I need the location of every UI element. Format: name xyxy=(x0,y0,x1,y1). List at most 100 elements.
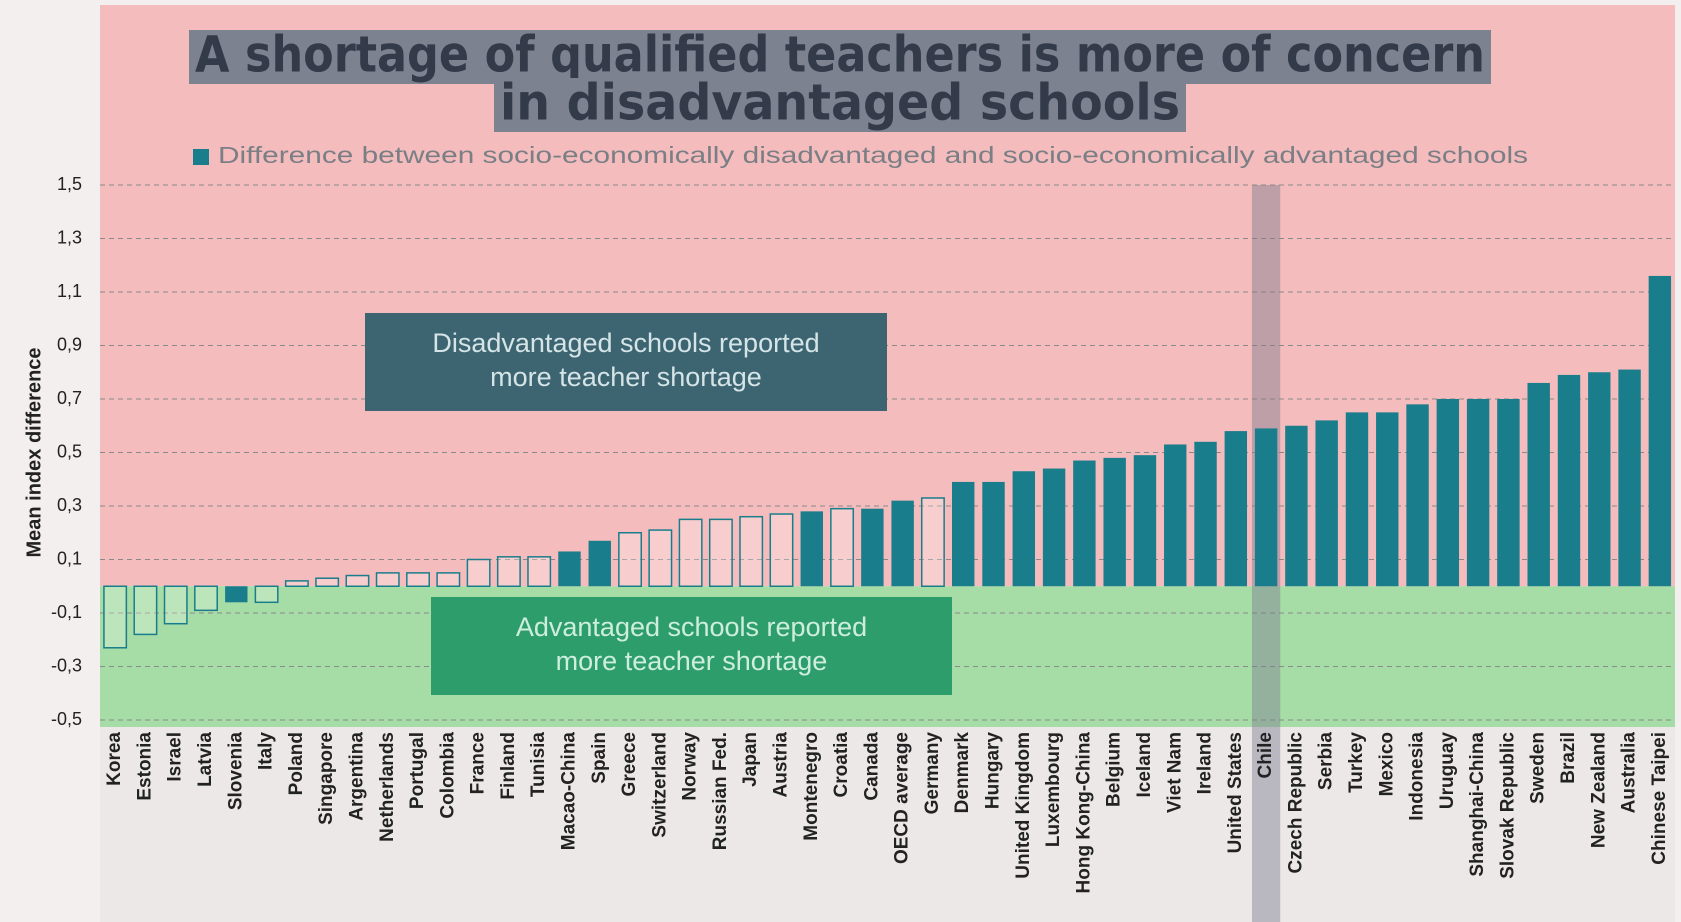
x-tick-label: Shanghai-China xyxy=(1467,732,1488,877)
bar xyxy=(316,578,338,586)
x-tick-label: Chinese Taipei xyxy=(1649,732,1670,865)
bar xyxy=(801,511,823,586)
bar xyxy=(346,576,368,587)
bar xyxy=(407,573,429,586)
bar xyxy=(437,573,459,586)
bar xyxy=(861,509,883,587)
bar xyxy=(770,514,792,586)
chart-title: in disadvantaged schools xyxy=(500,74,1180,132)
x-tick-label: Poland xyxy=(286,732,307,795)
x-tick-label: Hungary xyxy=(983,732,1004,810)
bar xyxy=(498,557,520,586)
bar xyxy=(1103,458,1125,586)
bar xyxy=(1013,471,1035,586)
legend-swatch xyxy=(193,149,209,165)
x-tick-label: France xyxy=(468,732,489,794)
bar xyxy=(982,482,1004,586)
x-tick-label: Belgium xyxy=(1104,732,1125,807)
y-tick-label: -0,1 xyxy=(51,602,82,622)
chart: A shortage of qualified teachers is more… xyxy=(0,0,1681,922)
bar xyxy=(377,573,399,586)
x-tick-label: Switzerland xyxy=(649,732,670,838)
bar xyxy=(589,541,611,586)
x-tick-label: OECD average xyxy=(892,732,913,864)
x-tick-label: Estonia xyxy=(134,732,155,801)
y-tick-label: 1,1 xyxy=(57,281,82,301)
x-tick-label: Denmark xyxy=(952,732,973,814)
bar xyxy=(1285,426,1307,587)
x-tick-label: Montenegro xyxy=(801,732,822,841)
x-tick-label: Ireland xyxy=(1195,732,1216,794)
bar xyxy=(1527,383,1549,586)
y-tick-label: 0,5 xyxy=(57,441,82,461)
x-tick-label: Brazil xyxy=(1558,732,1579,784)
x-tick-label: Viet Nam xyxy=(1164,732,1185,813)
x-tick-label: Serbia xyxy=(1316,732,1337,791)
x-tick-label: Canada xyxy=(861,732,882,801)
x-tick-label: Croatia xyxy=(831,732,852,798)
x-tick-label: Hong Kong-China xyxy=(1073,732,1094,894)
bar xyxy=(528,557,550,586)
bar xyxy=(1225,431,1247,586)
bar xyxy=(1467,399,1489,586)
y-tick-label: 0,7 xyxy=(57,388,82,408)
bar xyxy=(1073,461,1095,587)
bar xyxy=(558,551,580,586)
bar xyxy=(679,519,701,586)
bar xyxy=(467,560,489,587)
annotation-text: more teacher shortage xyxy=(556,646,828,676)
x-tick-label: Turkey xyxy=(1346,732,1367,793)
x-tick-label: Slovak Republic xyxy=(1497,732,1518,879)
x-tick-label: Argentina xyxy=(346,732,367,821)
bar xyxy=(1406,404,1428,586)
x-tick-label: New Zealand xyxy=(1588,732,1609,848)
bar xyxy=(1618,370,1640,587)
x-tick-label: Japan xyxy=(740,732,761,787)
x-tick-label: Netherlands xyxy=(377,732,398,842)
bar xyxy=(619,533,641,587)
x-tick-label: Norway xyxy=(680,732,701,801)
bar xyxy=(649,530,671,586)
legend-label: Difference between socio-economically di… xyxy=(218,142,1528,168)
bar xyxy=(255,586,277,602)
x-tick-label: Australia xyxy=(1619,732,1640,814)
x-tick-label: Portugal xyxy=(407,732,428,809)
x-tick-label: United Kingdom xyxy=(1013,732,1034,879)
bar xyxy=(1134,455,1156,586)
x-tick-label: Korea xyxy=(104,732,125,786)
x-tick-label: Indonesia xyxy=(1407,732,1428,821)
x-tick-label: Mexico xyxy=(1376,732,1397,796)
y-tick-label: -0,3 xyxy=(51,655,82,675)
bar xyxy=(1255,428,1277,586)
x-tick-label: Austria xyxy=(771,732,792,798)
bar xyxy=(195,586,217,610)
x-tick-label: Iceland xyxy=(1134,732,1155,797)
x-tick-label: Spain xyxy=(589,732,610,784)
bar xyxy=(1497,399,1519,586)
x-tick-label: Macao-China xyxy=(558,732,579,851)
y-tick-label: -0,5 xyxy=(51,709,82,729)
bar xyxy=(1315,420,1337,586)
bar xyxy=(740,517,762,587)
x-tick-label: Latvia xyxy=(195,732,216,787)
x-tick-label: Chile xyxy=(1255,732,1276,778)
y-tick-label: 0,3 xyxy=(57,495,82,515)
x-tick-label: Tunisia xyxy=(528,732,549,798)
x-tick-label: Uruguay xyxy=(1437,732,1458,810)
x-tick-label: Italy xyxy=(256,732,277,770)
x-tick-label: United States xyxy=(1225,732,1246,853)
annotation-text: Disadvantaged schools reported xyxy=(432,328,819,358)
bar xyxy=(1164,444,1186,586)
bar xyxy=(891,501,913,587)
bar xyxy=(1043,469,1065,587)
bar xyxy=(710,519,732,586)
y-tick-label: 1,3 xyxy=(57,227,82,247)
bar xyxy=(1649,276,1671,586)
y-tick-label: 1,5 xyxy=(57,174,82,194)
x-tick-label: Germany xyxy=(922,732,943,815)
annotation-text: Advantaged schools reported xyxy=(516,612,867,642)
y-axis-label: Mean index difference xyxy=(23,347,45,557)
bar xyxy=(104,586,126,648)
bar xyxy=(1376,412,1398,586)
bar xyxy=(165,586,187,623)
